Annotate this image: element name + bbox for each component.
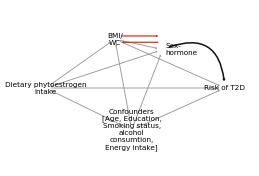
Text: Dietary phytoestrogen
intake: Dietary phytoestrogen intake (5, 81, 87, 95)
Text: Confounders
[Age, Education,
Smoking status,
alcohol
consumtion,
Energy intake]: Confounders [Age, Education, Smoking sta… (102, 109, 162, 151)
Text: Sex-
hormone: Sex- hormone (165, 43, 197, 56)
Text: Risk of T2D: Risk of T2D (204, 85, 245, 91)
Text: BMI/
WC: BMI/ WC (107, 33, 123, 46)
